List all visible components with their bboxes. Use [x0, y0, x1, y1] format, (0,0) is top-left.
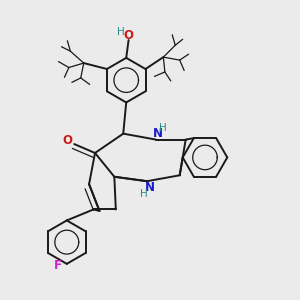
Text: H: H [140, 189, 148, 199]
Text: N: N [144, 181, 154, 194]
Text: O: O [63, 134, 73, 147]
Text: N: N [152, 127, 162, 140]
Text: H: H [159, 123, 167, 133]
Text: O: O [124, 29, 134, 42]
Text: F: F [54, 259, 62, 272]
Text: H: H [117, 27, 125, 37]
